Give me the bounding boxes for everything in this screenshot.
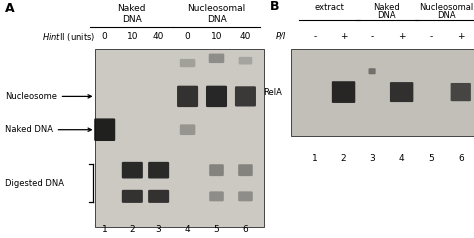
Text: Nucleosomal: Nucleosomal <box>187 4 246 13</box>
Text: Nucleosomal: Nucleosomal <box>419 3 473 12</box>
FancyBboxPatch shape <box>238 164 253 176</box>
Text: A: A <box>5 2 14 15</box>
Text: B: B <box>270 0 280 13</box>
FancyBboxPatch shape <box>94 118 115 141</box>
FancyBboxPatch shape <box>177 86 198 107</box>
Text: DNA: DNA <box>378 11 396 20</box>
Text: Naked DNA: Naked DNA <box>5 125 91 134</box>
Text: $\mathit{Hint}$II (units): $\mathit{Hint}$II (units) <box>42 31 95 43</box>
FancyBboxPatch shape <box>206 86 227 107</box>
FancyBboxPatch shape <box>180 59 195 67</box>
FancyBboxPatch shape <box>209 191 224 201</box>
FancyBboxPatch shape <box>180 124 195 135</box>
FancyBboxPatch shape <box>122 190 143 203</box>
Text: 5: 5 <box>214 225 219 234</box>
FancyBboxPatch shape <box>238 57 252 64</box>
Text: 3: 3 <box>369 154 375 163</box>
Text: -: - <box>313 32 317 41</box>
Text: Naked: Naked <box>118 4 146 13</box>
Bar <box>291 49 474 135</box>
Text: -: - <box>371 32 374 41</box>
Text: 1: 1 <box>312 154 318 163</box>
Text: extract: extract <box>314 3 344 12</box>
Text: +: + <box>457 32 465 41</box>
FancyBboxPatch shape <box>209 54 224 63</box>
FancyBboxPatch shape <box>332 81 356 103</box>
Text: 5: 5 <box>428 154 434 163</box>
FancyBboxPatch shape <box>451 83 471 101</box>
Text: 0: 0 <box>185 32 191 41</box>
FancyBboxPatch shape <box>238 191 253 201</box>
FancyBboxPatch shape <box>148 190 169 203</box>
Text: +: + <box>340 32 347 41</box>
FancyBboxPatch shape <box>209 164 224 176</box>
Text: P/I: P/I <box>276 32 286 41</box>
Text: DNA: DNA <box>122 15 142 25</box>
Text: +: + <box>398 32 405 41</box>
Text: 10: 10 <box>127 32 138 41</box>
Text: Digested DNA: Digested DNA <box>5 179 64 188</box>
Text: 4: 4 <box>185 225 191 234</box>
Text: RelA: RelA <box>264 88 283 97</box>
Text: 6: 6 <box>458 154 464 163</box>
Text: 4: 4 <box>399 154 404 163</box>
Text: 1: 1 <box>102 225 108 234</box>
Text: 3: 3 <box>156 225 162 234</box>
Text: DNA: DNA <box>437 11 456 20</box>
Text: 40: 40 <box>153 32 164 41</box>
Text: 0: 0 <box>102 32 108 41</box>
Text: 2: 2 <box>129 225 135 234</box>
Text: 40: 40 <box>240 32 251 41</box>
FancyBboxPatch shape <box>148 162 169 178</box>
Text: Naked: Naked <box>374 3 400 12</box>
FancyBboxPatch shape <box>368 68 376 74</box>
Text: DNA: DNA <box>207 15 227 25</box>
FancyBboxPatch shape <box>390 82 413 102</box>
FancyBboxPatch shape <box>122 162 143 178</box>
Text: 10: 10 <box>211 32 222 41</box>
Bar <box>95 49 264 227</box>
Text: 2: 2 <box>341 154 346 163</box>
Text: -: - <box>429 32 433 41</box>
Text: Nucleosome: Nucleosome <box>5 92 91 101</box>
Text: 6: 6 <box>243 225 248 234</box>
FancyBboxPatch shape <box>235 86 256 107</box>
